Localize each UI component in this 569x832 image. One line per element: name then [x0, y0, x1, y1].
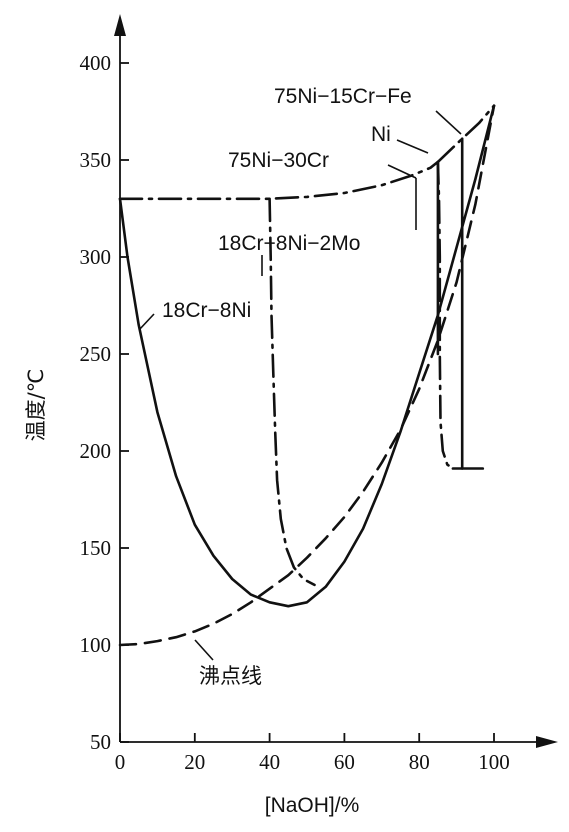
series-line-18cr-8ni-2mo: [118, 160, 440, 201]
y-tick-label: 50: [90, 730, 111, 754]
series-line-75ni-30cr: [436, 160, 455, 470]
label-18cr-8ni: 18Cr−8Ni: [162, 299, 251, 322]
y-tick-label: 350: [80, 148, 112, 172]
x-tick-label: 20: [184, 750, 205, 774]
leader-boiling: [194, 639, 214, 661]
x-tick-label: 40: [259, 750, 280, 774]
y-tick-label: 400: [80, 51, 112, 75]
label-18cr-8ni-2mo: 18Cr−8Ni−2Mo: [218, 232, 360, 255]
leader-ni: [396, 139, 429, 154]
x-tick-label: 0: [115, 750, 126, 774]
label-ni: Ni: [371, 123, 391, 146]
axes: [114, 14, 558, 748]
leader-18cr-8ni: [138, 313, 155, 331]
series-line-18cr-8ni: [118, 104, 496, 608]
label-75ni-30cr: 75Ni−30Cr: [228, 149, 329, 172]
x-ticks: 0 20 40 60 80 100: [115, 733, 510, 774]
y-axis-arrow: [114, 14, 126, 36]
x-tick-label: 100: [478, 750, 510, 774]
y-tick-label: 100: [80, 633, 112, 657]
annotation-leaders: [138, 110, 462, 661]
series-line-boiling-line: [118, 104, 496, 647]
label-75ni-15cr-fe: 75Ni−15Cr−Fe: [274, 85, 412, 108]
x-axis-title: [NaOH]/%: [265, 794, 360, 817]
x-axis-arrow: [536, 736, 558, 748]
x-tick-label: 60: [334, 750, 355, 774]
x-tick-label: 80: [409, 750, 430, 774]
label-boiling-line: 沸点线: [199, 664, 262, 688]
y-tick-label: 200: [80, 439, 112, 463]
series-line-75ni-15cr-fe-dashdot: [436, 104, 496, 164]
y-axis-title: 温度/℃: [24, 369, 48, 442]
y-tick-label: 150: [80, 536, 112, 560]
y-tick-label: 250: [80, 342, 112, 366]
plot-area: [118, 104, 496, 647]
leader-75ni-15cr-fe: [435, 110, 462, 135]
leader-75ni-30cr: [387, 164, 417, 179]
annotation-labels: 75Ni−15Cr−Fe Ni 75Ni−30Cr 18Cr−8Ni−2Mo 1…: [162, 85, 412, 688]
y-ticks: 50 100 150 200 250 300 350 400: [80, 51, 129, 754]
y-tick-label: 300: [80, 245, 112, 269]
series-line-18cr-8ni-2mo-branch: [268, 197, 316, 587]
